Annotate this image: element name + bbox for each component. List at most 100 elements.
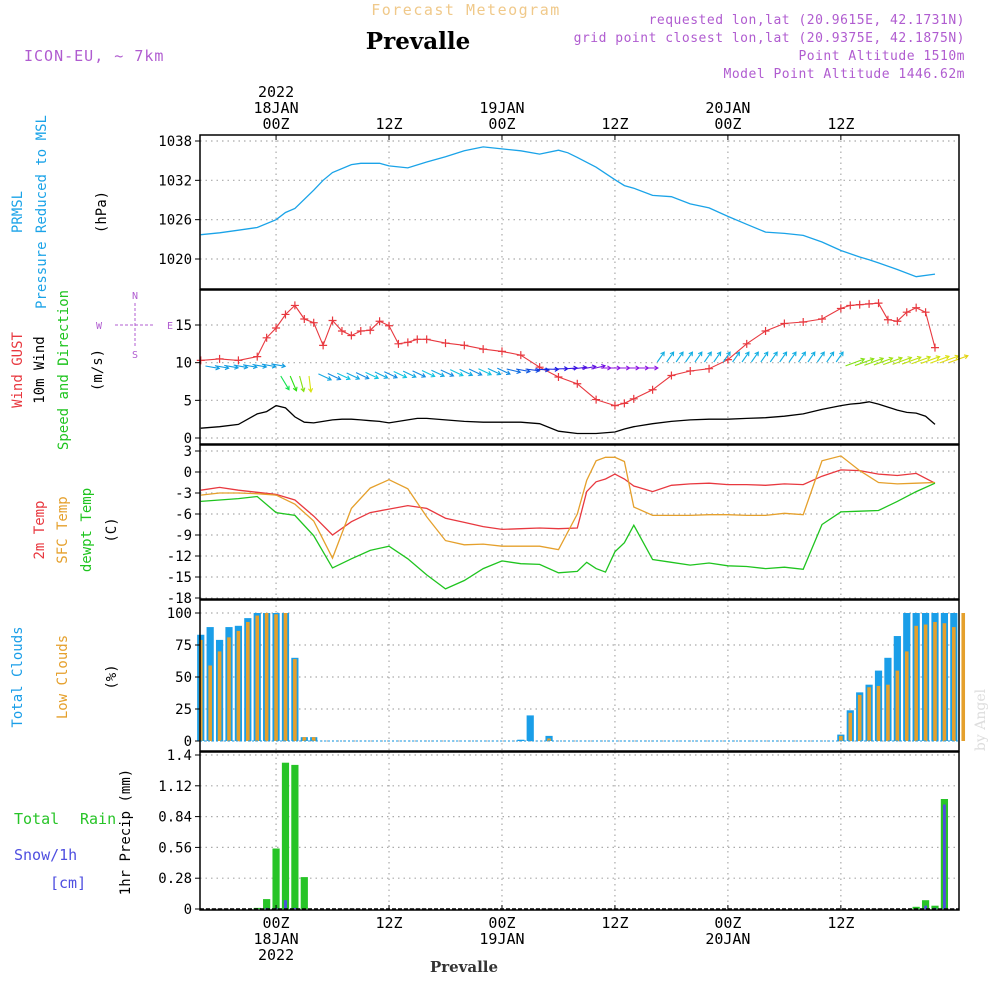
model-label: ICON-EU, ~ 7km — [24, 47, 164, 65]
pressure-panel-frame — [199, 134, 960, 290]
low-clouds-bar — [217, 651, 222, 741]
wind-direction-arrow — [656, 351, 665, 363]
y-tick-label: 0 — [184, 431, 192, 447]
gust-marker — [366, 326, 375, 335]
gust-marker — [328, 316, 337, 325]
gust-marker — [799, 317, 808, 326]
y-tick-label: 1026 — [158, 213, 192, 229]
low-clouds-bar — [952, 627, 956, 741]
wind-direction-arrow — [873, 356, 894, 366]
wind-direction-arrow — [807, 351, 816, 363]
gust-marker — [460, 341, 469, 350]
precip-panel-frame — [199, 751, 960, 911]
top-time-label: 12Z — [827, 115, 854, 133]
wind-direction-arrow — [261, 363, 277, 369]
wind-direction-arrow — [722, 351, 731, 363]
gust-marker — [610, 401, 619, 410]
low-clouds-bar — [264, 613, 269, 741]
pressure-unit: (hPa) — [94, 191, 110, 233]
wind-direction-arrow — [694, 351, 703, 363]
gust-marker — [554, 372, 563, 381]
top-time-label: 00Z — [714, 115, 741, 133]
low-clouds-bar — [876, 685, 881, 741]
dewpt-line — [200, 482, 936, 590]
wind-direction-arrow — [835, 351, 844, 363]
low-clouds-bar — [848, 712, 853, 741]
snow-label: Snow/1h — [14, 846, 77, 864]
top-time-label: 20JAN — [705, 99, 750, 117]
wind-direction-arrow — [252, 363, 268, 369]
gust-marker — [836, 304, 845, 313]
clouds-unit: (%) — [104, 664, 120, 689]
wind-direction-arrow — [271, 363, 287, 369]
gust-marker — [215, 354, 224, 363]
wind-direction-arrow — [289, 375, 298, 392]
gust-marker — [196, 356, 205, 365]
wind-direction-arrow — [826, 351, 835, 363]
bottom-time-label: 12Z — [827, 914, 854, 932]
gust-marker — [629, 394, 638, 403]
top-time-label: 00Z — [263, 115, 290, 133]
wind-direction-arrow — [703, 351, 712, 363]
sfc-label: SFC Temp — [55, 496, 71, 563]
location-title: Prevalle — [366, 28, 470, 55]
grid-point-coords: grid point closest lon,lat (20.9375E, 42… — [574, 31, 965, 46]
wind-speed-line — [200, 401, 936, 435]
wind-direction-arrow — [741, 351, 750, 363]
gust-marker — [337, 327, 346, 336]
wind-direction-arrow — [892, 356, 913, 365]
wind-direction-arrow — [355, 372, 370, 380]
bottom-time-label: 20JAN — [705, 930, 750, 948]
wind-direction-arrow — [449, 369, 464, 377]
gust-marker — [290, 301, 299, 310]
gust-marker — [479, 345, 488, 354]
rain-bar — [921, 900, 930, 909]
snow-bar — [284, 900, 287, 909]
compass-w: W — [96, 321, 103, 332]
gust-marker — [902, 308, 911, 317]
compass-n: N — [132, 291, 138, 302]
compass-s: S — [132, 350, 138, 361]
gust-marker — [921, 308, 930, 317]
y-tick-label: 0 — [184, 734, 192, 750]
gust-marker — [648, 385, 657, 394]
credit-watermark: by Angel — [973, 688, 989, 751]
wind-direction-arrow — [431, 369, 446, 378]
low-clouds-bar — [886, 684, 890, 741]
y-tick-label: 0.84 — [158, 810, 192, 826]
y-tick-label: 1032 — [158, 173, 192, 189]
gust-marker — [516, 351, 525, 360]
wind-direction-arrow — [901, 355, 922, 365]
low-clouds-bar — [208, 665, 212, 741]
y-tick-label: -9 — [175, 528, 192, 544]
low-clouds-bar — [236, 630, 241, 741]
wind-direction-arrow — [685, 351, 694, 363]
low-clouds-bar — [302, 737, 307, 741]
wind-direction-arrow — [243, 364, 258, 370]
y-tick-label: 50 — [175, 670, 192, 686]
gust-marker — [780, 319, 789, 328]
rain-bar — [281, 762, 290, 909]
grid-lines — [200, 135, 959, 910]
wind-unit: (m/s) — [90, 349, 106, 391]
gust-marker — [573, 379, 582, 388]
temp-panel-frame — [199, 444, 960, 600]
bottom-time-label: 00Z — [714, 914, 741, 932]
wind-direction-arrow — [610, 365, 622, 371]
snow-bar — [943, 804, 946, 909]
wind-direction-arrow — [675, 351, 684, 363]
wind-direction-arrow — [732, 351, 741, 363]
gust-marker — [705, 364, 714, 373]
rain-bar — [931, 905, 939, 909]
y-tick-label: 1.12 — [158, 779, 192, 795]
precip-unit: 1hr Precip (mm) — [118, 769, 134, 895]
y-tick-label: 1020 — [158, 252, 192, 268]
gust-marker — [855, 300, 864, 309]
wind-direction-arrow — [666, 351, 675, 363]
total-clouds-label: Total Clouds — [10, 626, 26, 727]
low-clouds-bar — [274, 614, 278, 741]
gust-marker — [592, 395, 601, 404]
bottom-time-label: 00Z — [488, 914, 515, 932]
low-clouds-bar — [311, 737, 316, 741]
low-clouds-bar — [293, 659, 297, 741]
